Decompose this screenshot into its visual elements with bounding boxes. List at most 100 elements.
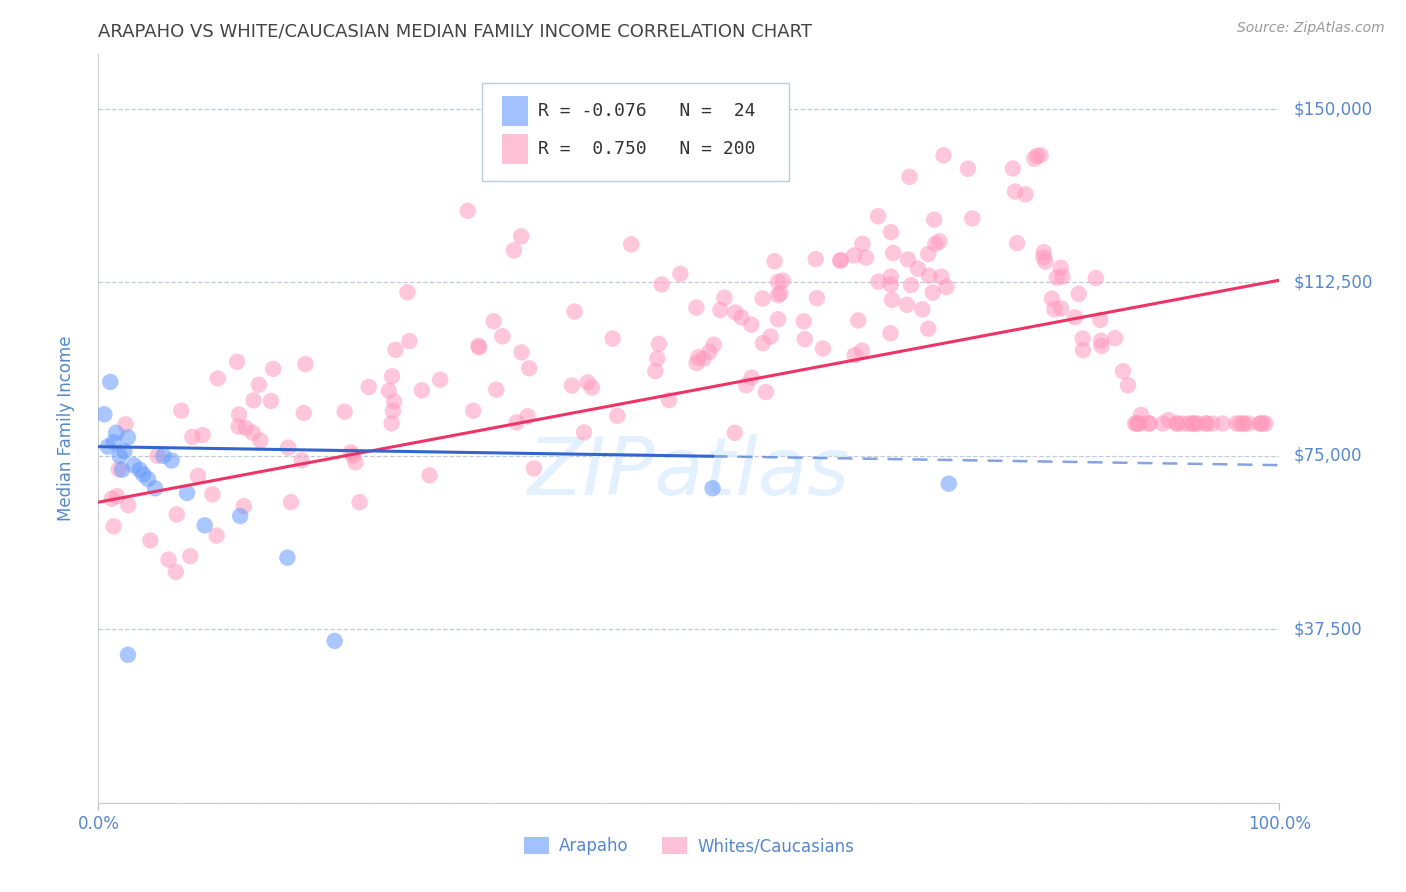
FancyBboxPatch shape [502,134,529,163]
Point [205,528,228,542]
Point [419,468,441,483]
Point [502,244,524,258]
Text: ARAPAHO VS WHITE/CAUCASIAN MEDIAN FAMILY INCOME CORRELATION CHART: ARAPAHO VS WHITE/CAUCASIAN MEDIAN FAMILY… [98,23,813,41]
Point [232,499,254,513]
Point [229,509,252,524]
Point [1026,149,1049,163]
Point [924,236,946,251]
Point [713,291,735,305]
Point [1043,302,1066,317]
Point [1024,152,1046,166]
Point [929,269,952,284]
Legend: Arapaho, Whites/Caucasians: Arapaho, Whites/Caucasians [517,830,860,862]
Point [735,378,758,392]
Point [491,329,513,343]
Point [620,237,643,252]
Point [381,417,404,431]
Point [804,252,827,267]
Point [1090,334,1112,348]
Point [1229,417,1251,431]
Point [108,449,131,463]
Point [572,425,595,440]
Point [811,342,834,356]
Point [98,375,121,389]
Point [429,373,451,387]
Point [658,393,681,408]
Point [1112,364,1135,378]
Point [1130,408,1153,422]
Point [759,329,782,343]
Point [703,337,725,351]
Point [166,508,188,522]
Point [956,161,979,176]
Point [146,449,169,463]
Point [176,486,198,500]
Point [165,565,187,579]
Point [709,303,731,318]
Point [651,277,673,292]
Point [842,248,865,262]
Point [291,453,314,467]
Point [851,343,873,358]
Point [880,277,903,292]
Point [907,261,929,276]
Point [1064,310,1087,325]
Point [851,236,873,251]
Point [482,314,505,328]
Point [226,355,249,369]
Point [751,292,773,306]
Point [688,351,710,365]
Point [396,285,419,300]
Point [1067,286,1090,301]
Text: $75,000: $75,000 [1294,447,1362,465]
Point [1129,417,1152,431]
Point [349,495,371,509]
Point [766,312,789,326]
Point [1071,343,1094,358]
Point [1184,417,1206,431]
Point [932,148,955,162]
Point [122,458,145,472]
Point [922,212,945,227]
Text: $37,500: $37,500 [1294,620,1362,639]
Point [344,455,367,469]
Point [724,425,747,440]
Point [576,376,599,390]
Point [157,552,180,566]
Point [938,476,960,491]
Point [702,481,724,495]
Point [382,394,405,409]
Point [1195,417,1218,431]
Point [772,274,794,288]
Point [935,280,957,294]
Point [1035,254,1057,268]
Point [755,384,778,399]
Point [685,356,707,370]
Point [685,301,707,315]
Point [855,251,877,265]
Point [724,305,747,319]
Y-axis label: Median Family Income: Median Family Income [56,335,75,521]
Point [111,463,134,477]
Point [516,409,538,424]
Point [179,549,201,564]
Point [1004,185,1026,199]
Point [763,254,786,268]
Point [112,444,135,458]
Point [378,384,401,398]
Point [249,434,271,448]
Point [381,369,404,384]
Point [880,225,903,239]
Point [1232,417,1254,431]
Point [247,377,270,392]
Point [730,310,752,325]
Point [93,407,115,421]
Text: R = -0.076   N =  24: R = -0.076 N = 24 [537,103,755,120]
Point [260,394,283,409]
Point [139,533,162,548]
Point [1233,417,1256,431]
Point [105,489,128,503]
Point [561,378,583,392]
Point [160,453,183,467]
Point [181,430,204,444]
